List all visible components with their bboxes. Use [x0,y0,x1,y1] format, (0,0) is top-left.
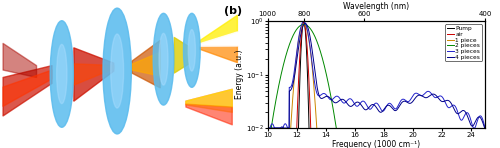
Legend: Pump, air, 1 piece, 2 pieces, 3 pieces, 4 pieces: Pump, air, 1 piece, 2 pieces, 3 pieces, … [445,24,482,61]
3 pieces [476,117,482,118]
3 pieces [364,106,370,108]
X-axis label: Wavelength (nm): Wavelength (nm) [343,1,409,11]
Line: air: air [268,23,485,148]
Line: Pump: Pump [268,21,485,148]
Line: 4 pieces: 4 pieces [268,23,485,128]
Ellipse shape [188,30,196,71]
4 pieces [482,127,488,129]
Ellipse shape [159,33,168,85]
4 pieces [276,127,281,129]
Line: 1 piece: 1 piece [268,24,485,148]
4 pieces [364,108,370,110]
Ellipse shape [153,13,174,105]
4 pieces [302,22,308,24]
Ellipse shape [50,21,74,127]
Ellipse shape [56,44,67,104]
3 pieces [276,127,281,129]
Ellipse shape [110,34,124,108]
3 pieces [436,95,442,97]
2 pieces [300,24,306,25]
Text: (a)MPContinuum system: (a)MPContinuum system [5,4,116,13]
Line: 3 pieces: 3 pieces [268,22,485,128]
Pump [300,21,306,22]
Y-axis label: Energy (a.u.): Energy (a.u.) [235,50,244,99]
4 pieces [370,104,376,106]
air [300,22,306,24]
3 pieces [482,127,488,129]
1 piece [300,23,306,25]
2 pieces [276,85,281,87]
3 pieces [476,116,482,118]
4 pieces [436,98,442,100]
3 pieces [264,127,270,129]
3 pieces [370,105,376,106]
4 pieces [476,116,482,118]
4 pieces [476,116,482,118]
Line: 2 pieces: 2 pieces [268,24,485,148]
Ellipse shape [184,13,200,87]
Text: (b): (b) [224,6,242,16]
3 pieces [300,21,306,22]
4 pieces [264,126,270,128]
4 pieces [265,127,271,129]
Ellipse shape [103,8,132,134]
X-axis label: Frequency (1000 cm⁻¹): Frequency (1000 cm⁻¹) [332,140,420,148]
